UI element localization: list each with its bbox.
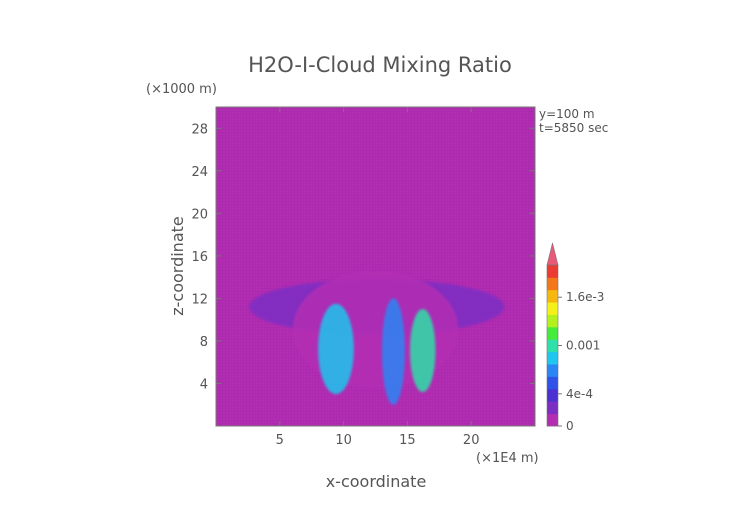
y-tick-label: 24 xyxy=(191,165,208,180)
colorbar: 0 4e-4 0.001 1.6e-3 xyxy=(546,242,604,433)
y-unit-label: (×1000 m) xyxy=(146,82,217,97)
y-tick-label: 4 xyxy=(200,377,208,392)
colorbar-segment xyxy=(547,401,558,415)
y-axis-ticks: 4 8 12 16 20 24 28 xyxy=(191,122,535,392)
colorbar-segment xyxy=(547,277,558,291)
x-tick-label: 15 xyxy=(399,433,416,448)
colorbar-segment xyxy=(547,326,558,340)
y-tick-label: 8 xyxy=(200,335,208,350)
y-tick-label: 28 xyxy=(191,122,208,137)
colorbar-segment xyxy=(547,339,558,353)
colorbar-tick-label: 4e-4 xyxy=(566,387,593,401)
colorbar-segment xyxy=(547,388,558,402)
y-tick-label: 20 xyxy=(191,207,208,222)
x-axis-ticks: 5 10 15 20 xyxy=(276,107,480,448)
x-tick-label: 20 xyxy=(463,433,480,448)
colorbar-extend-arrow xyxy=(546,242,559,266)
colorbar-segment xyxy=(547,351,558,365)
colorbar-tick-label: 1.6e-3 xyxy=(566,290,604,304)
cloud-region-3 xyxy=(409,309,436,392)
cloud-region-4 xyxy=(381,298,405,405)
cloud-region-2 xyxy=(318,303,354,395)
colorbar-tick-label: 0 xyxy=(566,419,574,433)
chart-title: H2O-I-Cloud Mixing Ratio xyxy=(248,53,512,77)
x-tick-label: 10 xyxy=(335,433,352,448)
colorbar-segment xyxy=(547,376,558,390)
y-tick-label: 16 xyxy=(191,250,208,265)
x-unit-label: (×1E4 m) xyxy=(476,451,539,466)
colorbar-segment xyxy=(547,265,558,278)
annotation-y: y=100 m xyxy=(539,107,595,121)
y-axis-label: z-coordinate xyxy=(168,216,187,316)
plot-frame xyxy=(215,106,536,427)
colorbar-segment xyxy=(547,364,558,377)
colorbar-segment xyxy=(547,413,558,427)
colorbar-segment xyxy=(547,302,558,315)
cloud-field xyxy=(249,270,505,405)
colorbar-segment xyxy=(547,314,558,328)
x-axis-label: x-coordinate xyxy=(326,472,427,491)
y-tick-label: 12 xyxy=(191,292,208,307)
colorbar-tick-label: 0.001 xyxy=(566,339,600,353)
annotation-time: t=5850 sec xyxy=(539,121,608,135)
colorbar-segment xyxy=(547,289,558,303)
x-tick-label: 5 xyxy=(276,433,284,448)
